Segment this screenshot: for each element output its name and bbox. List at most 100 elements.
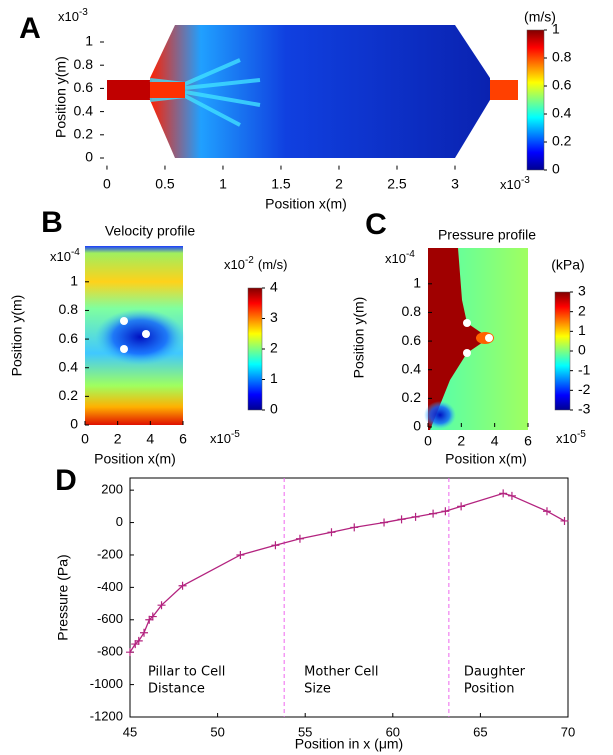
pillar xyxy=(463,319,471,327)
pillar xyxy=(463,349,471,357)
low-pressure-zone xyxy=(424,401,456,429)
pillar xyxy=(485,334,493,342)
y-tick-label: 200 xyxy=(101,482,123,497)
data-point xyxy=(126,648,134,657)
panel-label: D xyxy=(55,464,77,497)
y-exponent: x10-4 xyxy=(385,249,415,267)
y-tick-label: 0.4 xyxy=(402,360,422,376)
data-point xyxy=(157,601,166,610)
data-point xyxy=(295,534,304,543)
colorbar-tick-label: 1 xyxy=(552,21,560,37)
y-tick-label: 0.4 xyxy=(59,358,79,374)
exponent-base: x10 xyxy=(385,251,406,266)
y-tick-label: 0 xyxy=(116,514,123,529)
data-point xyxy=(148,612,157,621)
y-axis-label: Position y(m) xyxy=(351,297,367,379)
colorbar-title: x10-2 (m/s) xyxy=(224,255,287,273)
colorbar-tick-label: 1 xyxy=(270,370,278,386)
colorbar-tick-label: -3 xyxy=(578,401,591,417)
exponent-base: x10 xyxy=(500,177,521,192)
y-tick-label: 1 xyxy=(70,273,78,289)
colorbar-title: (kPa) xyxy=(551,257,584,273)
panel-label: A xyxy=(19,12,41,45)
data-point xyxy=(542,507,551,516)
high-pressure-zone xyxy=(428,248,489,430)
y-tick-label: 0.2 xyxy=(74,126,94,142)
x-exponent: x10-5 xyxy=(556,429,586,447)
data-point xyxy=(327,528,336,537)
y-tick-label: 0.2 xyxy=(402,389,422,405)
device-chamber xyxy=(150,25,490,158)
exponent-power: -3 xyxy=(79,7,88,18)
annotation: Size xyxy=(304,682,331,697)
outlet xyxy=(490,80,518,100)
y-tick-label: 0.8 xyxy=(59,301,79,317)
y-tick-label: -200 xyxy=(97,546,123,561)
y-tick-label: 0 xyxy=(70,416,78,432)
colorbar-tick-label: 1 xyxy=(578,322,586,338)
y-tick-label: 0.8 xyxy=(402,303,422,319)
exponent-base: x10 xyxy=(210,431,231,446)
chart-title: Pressure profile xyxy=(438,227,536,243)
x-tick-label: 50 xyxy=(210,724,224,739)
y-tick-label: 0.6 xyxy=(402,332,422,348)
colorbar-tick-label: -2 xyxy=(578,381,591,397)
colorbar-title: (m/s) xyxy=(524,9,556,25)
data-point xyxy=(441,507,450,516)
panel-c-field xyxy=(424,248,528,430)
x-tick-label: 55 xyxy=(298,724,312,739)
x-tick-label: 1.5 xyxy=(271,175,291,191)
x-exponent: x10-3 xyxy=(500,175,530,193)
x-tick-label: 2 xyxy=(114,431,122,447)
exponent-base: x10 xyxy=(50,249,71,264)
x-tick-label: 65 xyxy=(473,724,487,739)
x-tick-label: 6 xyxy=(524,433,532,449)
y-tick-label: -800 xyxy=(97,644,123,659)
y-axis-label: Pressure (Pa) xyxy=(55,554,71,640)
x-tick-label: 6 xyxy=(179,431,187,447)
colorbar-tick-label: 0.8 xyxy=(552,49,572,65)
data-point xyxy=(560,516,569,525)
exponent-power: -5 xyxy=(231,429,240,440)
chart-title: Velocity profile xyxy=(105,223,195,239)
y-axis-label: Position y(m) xyxy=(9,295,25,377)
y-exponent: x10-4 xyxy=(50,247,80,265)
data-point xyxy=(271,541,280,550)
colorbar-unit: (m/s) xyxy=(258,257,288,272)
colorbar xyxy=(554,291,571,411)
x-axis-label: Position x(m) xyxy=(265,196,347,212)
data-line xyxy=(129,492,565,653)
x-tick-label: 60 xyxy=(386,724,400,739)
data-point xyxy=(140,628,149,637)
x-tick-label: 2 xyxy=(457,433,465,449)
colorbar-tick-label: -1 xyxy=(578,361,591,377)
data-point xyxy=(499,489,508,498)
colorbar-tick-label: 0 xyxy=(578,342,586,358)
annotation: Pillar to Cell xyxy=(148,665,225,680)
y-tick-label: 0.8 xyxy=(74,56,94,72)
y-tick-label: 1 xyxy=(413,275,421,291)
colorbar xyxy=(247,287,263,411)
data-point xyxy=(236,550,245,559)
colorbar-tick-label: 2 xyxy=(270,340,278,356)
annotation: Daughter xyxy=(464,665,526,680)
y-tick-label: 0 xyxy=(85,149,93,165)
colorbar-tick-label: 0.4 xyxy=(552,105,572,121)
x-tick-label: 2 xyxy=(335,175,343,191)
x-tick-label: 0 xyxy=(103,175,111,191)
x-exponent: x10-5 xyxy=(210,429,240,447)
data-point xyxy=(134,636,143,645)
pillar xyxy=(120,345,128,353)
data-point xyxy=(507,491,516,500)
exponent-base: x10 xyxy=(556,431,577,446)
exponent-power: -4 xyxy=(71,247,80,258)
x-axis-label: Position in x (μm) xyxy=(295,736,403,752)
annotation: Distance xyxy=(148,682,205,697)
data-point xyxy=(178,581,187,590)
y-tick-label: -600 xyxy=(97,611,123,626)
data-point xyxy=(380,518,389,527)
plot-frame xyxy=(129,477,569,718)
inlet xyxy=(107,80,152,100)
colorbar-tick-label: 0 xyxy=(552,161,560,177)
colorbar-tick-label: 3 xyxy=(270,309,278,325)
